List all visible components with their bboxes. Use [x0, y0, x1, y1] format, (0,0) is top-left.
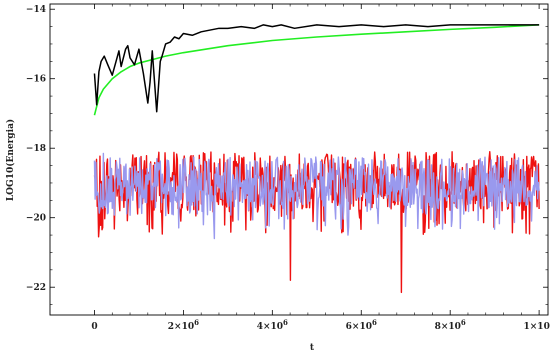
y-axis-label: LOG10(Energia) [5, 119, 16, 201]
y-tick-label: −14 [26, 5, 46, 15]
y-tick-label: −18 [26, 144, 46, 154]
x-tick-label: 2×106 [168, 318, 199, 332]
x-tick-label: 8×106 [435, 318, 466, 332]
x-tick-label: 4×106 [257, 318, 288, 332]
series-black-line [93, 24, 540, 113]
series-green-line [93, 24, 540, 116]
x-tick-label: 1×107 [524, 318, 550, 332]
y-tick-label: −22 [26, 283, 46, 293]
x-tick-label: 6×106 [346, 318, 377, 332]
y-tick-label: −16 [26, 75, 46, 85]
plot-frame [49, 3, 549, 316]
y-tick-label: −20 [26, 214, 46, 224]
plot-series [93, 24, 540, 294]
x-tick-label: 0 [91, 322, 97, 332]
axis-ticks: 0 2×106 4×106 6×106 8×106 1×107 −14 −16 −18 −20 −2… [26, 4, 550, 332]
series-blue-line [93, 152, 540, 240]
x-axis-label: t [310, 343, 315, 353]
